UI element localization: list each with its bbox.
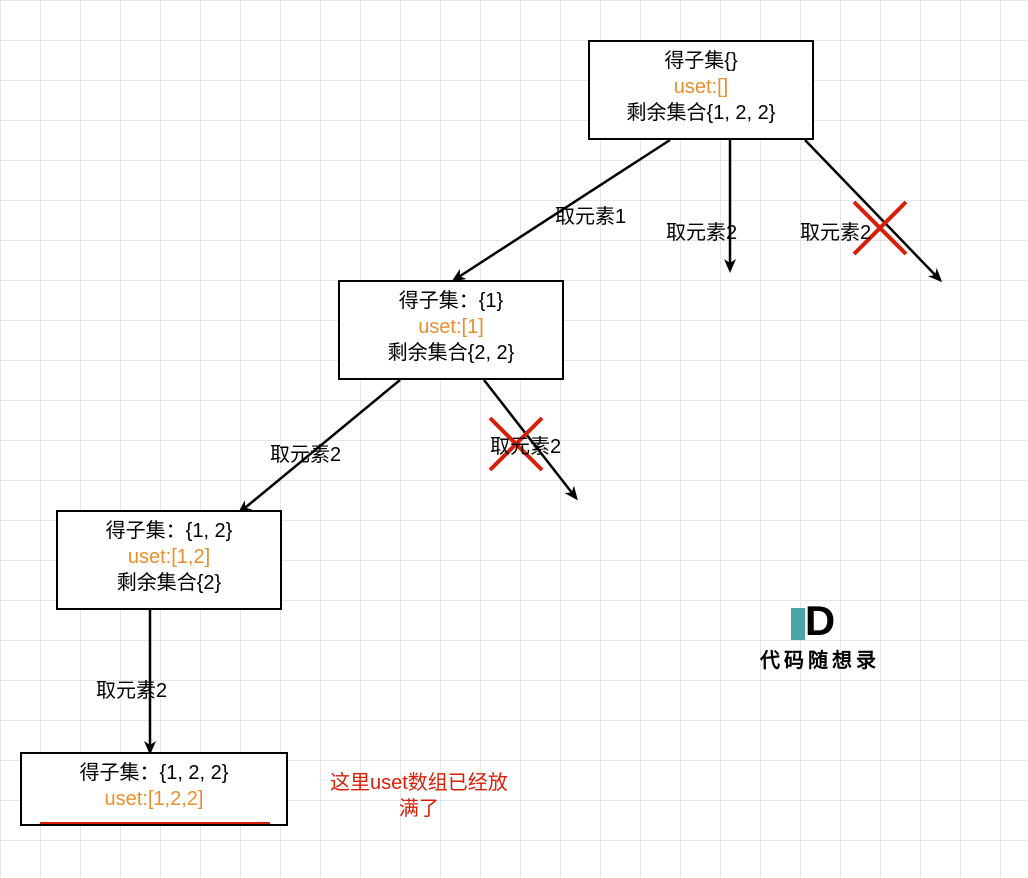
node-n122: 得子集：{1, 2, 2} uset:[1,2,2]	[20, 752, 288, 826]
node-n12-line1: 得子集：{1, 2}	[106, 520, 233, 542]
node-root-uset: uset:[]	[602, 74, 800, 100]
node-n1-line1: 得子集：{1}	[399, 290, 503, 312]
edge-label: 取元素1	[555, 200, 626, 229]
diagram-canvas: 得子集{} uset:[] 剩余集合{1, 2, 2} 得子集：{1} uset…	[0, 0, 1028, 878]
edge-label: 取元素2	[490, 430, 561, 459]
annotation-line1: 这里uset数组已经放	[330, 772, 508, 794]
edge-label: 取元素2	[96, 674, 167, 703]
node-root-line1: 得子集{}	[664, 50, 737, 72]
node-n1-uset: uset:[1]	[352, 314, 550, 340]
edge-label: 取元素2	[800, 216, 871, 245]
annotation-uset-full: 这里uset数组已经放 满了	[330, 770, 508, 822]
annotation-line2: 满了	[399, 798, 439, 820]
node-n12: 得子集：{1, 2} uset:[1,2] 剩余集合{2}	[56, 510, 282, 610]
node-n12-uset: uset:[1,2]	[70, 544, 268, 570]
edge-label: 取元素2	[270, 438, 341, 467]
edge-label: 取元素2	[666, 216, 737, 245]
node-root-line3: 剩余集合{1, 2, 2}	[627, 102, 776, 124]
node-n12-line3: 剩余集合{2}	[117, 572, 221, 594]
node-n1-line3: 剩余集合{2, 2}	[388, 342, 515, 364]
uset-underline	[40, 822, 270, 824]
watermark-d-icon: D	[805, 600, 835, 642]
watermark-text: 代码随想录	[760, 644, 880, 673]
node-n1: 得子集：{1} uset:[1] 剩余集合{2, 2}	[338, 280, 564, 380]
node-n122-uset: uset:[1,2,2]	[34, 786, 274, 812]
edge-arrow	[805, 140, 940, 280]
watermark-logo: D 代码随想录	[760, 600, 880, 673]
node-n122-line1: 得子集：{1, 2, 2}	[80, 762, 229, 784]
node-root: 得子集{} uset:[] 剩余集合{1, 2, 2}	[588, 40, 814, 140]
